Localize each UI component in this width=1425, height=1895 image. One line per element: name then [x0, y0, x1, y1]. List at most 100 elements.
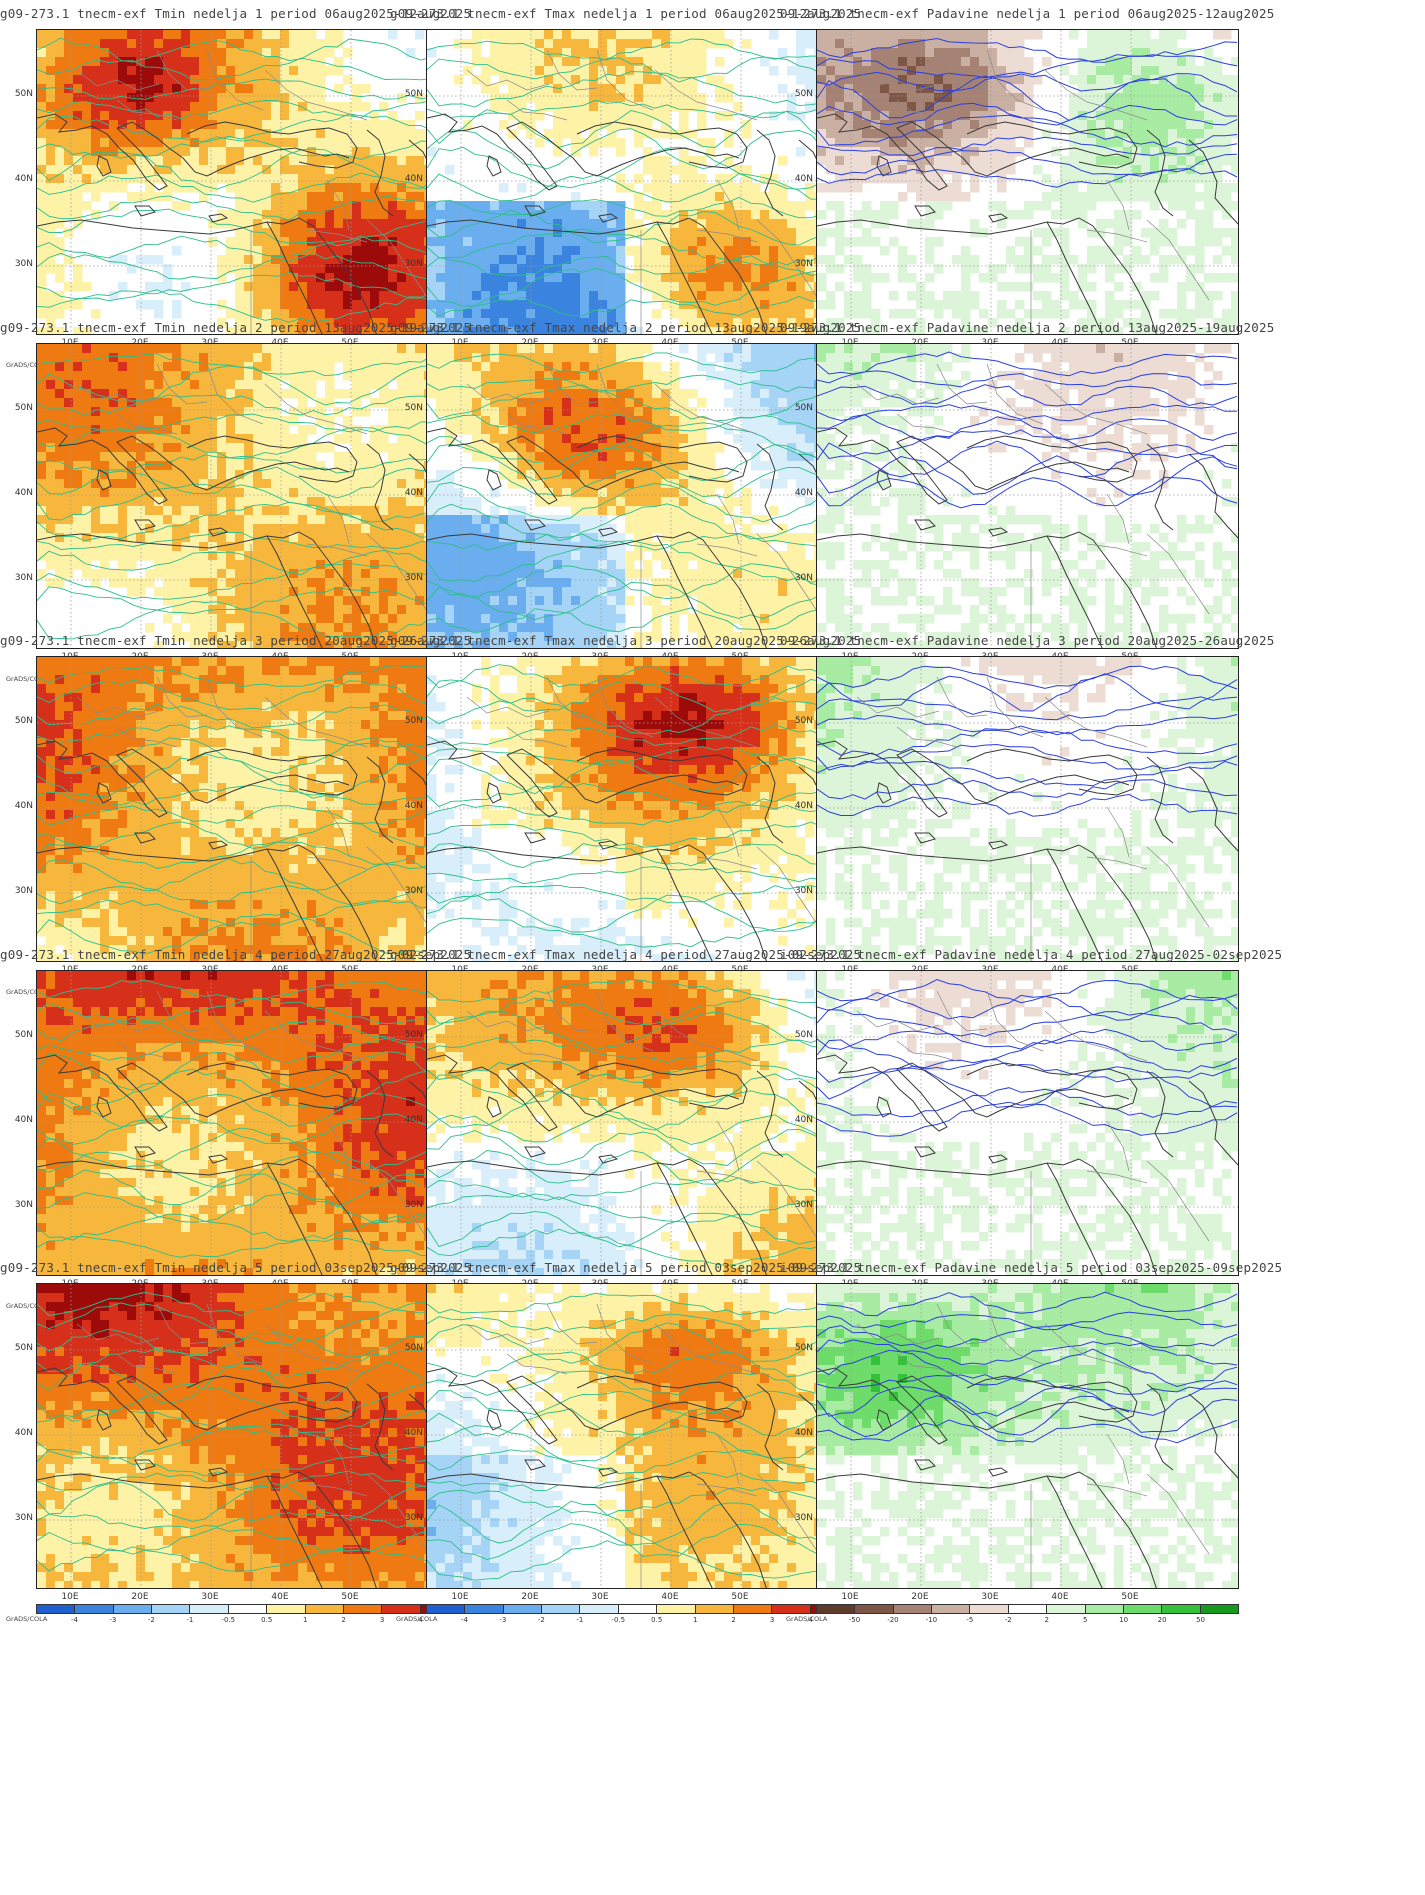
- colorbar-tick-label: 20: [1157, 1616, 1167, 1624]
- anomaly-field: [427, 1284, 848, 1588]
- colorbar-tick-label: -10: [925, 1616, 938, 1624]
- longitude-label: 10E: [61, 1592, 79, 1602]
- colorbar-swatch: [427, 1605, 466, 1613]
- map-panel-r2-c2: g09-273.1 tnecm-exf Tmax nedelja 2 perio…: [390, 314, 861, 693]
- latitude-label: 50N: [14, 1030, 33, 1040]
- map-panel-r1-c2: g09-273.1 tnecm-exf Tmax nedelja 1 perio…: [390, 0, 861, 379]
- latitude-label: 40N: [794, 801, 813, 811]
- latitude-label: 40N: [404, 1428, 423, 1438]
- colorbar-tick-label: 3: [769, 1616, 775, 1624]
- colorbar-swatch: [113, 1605, 153, 1613]
- longitude-label: 50E: [341, 1592, 359, 1602]
- latitude-label: 30N: [14, 259, 33, 269]
- grads-credit: GrADS/COLA: [396, 1615, 438, 1623]
- latitude-label: 50N: [404, 89, 423, 99]
- map-area: [816, 970, 1239, 1276]
- latitude-label: 50N: [404, 1030, 423, 1040]
- colorbar-swatch: [970, 1605, 1009, 1613]
- latitude-label: 30N: [404, 1200, 423, 1210]
- latitude-label: 30N: [14, 573, 33, 583]
- colorbar-swatch: [37, 1605, 76, 1613]
- panel-title: g09-273.1 tnecm-exf Tmin nedelja 4 perio…: [0, 947, 472, 962]
- colorbar-swatch: [695, 1605, 734, 1613]
- colorbar-tick-label: -50: [848, 1616, 861, 1624]
- colorbar-swatch: [152, 1605, 191, 1613]
- colorbar-tick-label: 0.5: [651, 1616, 663, 1624]
- colorbar-swatch: [932, 1605, 971, 1613]
- latitude-label: 30N: [404, 886, 423, 896]
- panel-title: 09-273.1 tnecm-exf Padavine nedelja 2 pe…: [780, 320, 1275, 335]
- latitude-label: 30N: [14, 886, 33, 896]
- colorbar-tick-label: -2: [1004, 1616, 1012, 1624]
- colorbar-swatch: [893, 1605, 933, 1613]
- latitude-label: 50N: [404, 403, 423, 413]
- longitude-label: 30E: [591, 1592, 609, 1602]
- latitude-label: 50N: [14, 716, 33, 726]
- colorbar-tick-label: -1: [576, 1616, 584, 1624]
- anomaly-field: [817, 971, 1238, 1275]
- map-panel-r2-c3: 09-273.1 tnecm-exf Padavine nedelja 2 pe…: [780, 314, 1274, 693]
- map-area: [36, 970, 459, 1276]
- colorbar-swatch: [1200, 1605, 1238, 1613]
- longitude-label: 50E: [731, 1592, 749, 1602]
- colorbar-swatch: [267, 1605, 306, 1613]
- map-panel-r5-c1: g09-273.1 tnecm-exf Tmin nedelja 5 perio…: [0, 1254, 471, 1633]
- colorbar-tick-label: -4: [70, 1616, 78, 1624]
- grads-credit: GrADS/COLA: [6, 1302, 48, 1310]
- colorbar-tick-label: 50: [1196, 1616, 1205, 1624]
- colorbar-swatch: [657, 1605, 696, 1613]
- map-panel-r1-c1: g09-273.1 tnecm-exf Tmin nedelja 1 perio…: [0, 0, 471, 379]
- colorbar-tick-label: -2: [537, 1616, 545, 1624]
- latitude-label: 40N: [794, 1115, 813, 1125]
- map-panel-r2-c1: g09-273.1 tnecm-exf Tmin nedelja 2 perio…: [0, 314, 471, 693]
- colorbar-tick-label: 4: [808, 1616, 813, 1624]
- latitude-label: 50N: [794, 89, 813, 99]
- latitude-label: 40N: [794, 1428, 813, 1438]
- panel-title: g09-273.1 tnecm-exf Tmin nedelja 2 perio…: [0, 320, 472, 335]
- latitude-label: 40N: [404, 1115, 423, 1125]
- map-area: [816, 343, 1239, 649]
- panel-title: g09-273.1 tnecm-exf Tmin nedelja 1 perio…: [0, 6, 472, 21]
- latitude-label: 50N: [14, 403, 33, 413]
- colorbar-tick-label: 2: [731, 1616, 736, 1624]
- panel-title: i09-273.1 tnecm-exf Padavine nedelja 4 p…: [780, 947, 1283, 962]
- colorbar-tick-label: 5: [1082, 1616, 1088, 1624]
- panel-title: g09-273.1 tnecm-exf Tmin nedelja 3 perio…: [0, 633, 472, 648]
- panel-title: g09-273.1 tnecm-exf Tmax nedelja 3 perio…: [390, 633, 862, 648]
- latitude-label: 50N: [794, 1030, 813, 1040]
- colorbar-tick-label: -4: [460, 1616, 468, 1624]
- map-panel-r4-c3: i09-273.1 tnecm-exf Padavine nedelja 4 p…: [780, 941, 1282, 1320]
- colorbar-tick-label: 2: [341, 1616, 346, 1624]
- latitude-label: 30N: [794, 573, 813, 583]
- latitude-label: 30N: [14, 1513, 33, 1523]
- map-panel-r3-c3: 09-273.1 tnecm-exf Padavine nedelja 3 pe…: [780, 627, 1274, 1006]
- colorbar-tick-label: 3: [379, 1616, 385, 1624]
- colorbar: [816, 1604, 1239, 1614]
- colorbar-swatch: [503, 1605, 543, 1613]
- anomaly-field: [427, 657, 848, 961]
- colorbar-swatch: [1123, 1605, 1163, 1613]
- colorbar-tick-label: -20: [887, 1616, 899, 1624]
- colorbar-tick-label: -3: [109, 1616, 117, 1624]
- colorbar-swatch: [1162, 1605, 1201, 1613]
- anomaly-field: [37, 657, 458, 961]
- longitude-label: 30E: [201, 1592, 219, 1602]
- colorbar-swatch: [190, 1605, 229, 1613]
- map-area: [36, 29, 459, 335]
- colorbar-tick-label: -0.5: [611, 1616, 626, 1624]
- colorbar-tick-label: -5: [966, 1616, 974, 1624]
- latitude-label: 30N: [404, 573, 423, 583]
- colorbar-swatch: [228, 1605, 268, 1613]
- map-area: [426, 343, 849, 649]
- latitude-label: 30N: [794, 259, 813, 269]
- longitude-label: 20E: [521, 1592, 539, 1602]
- panel-title: g09-273.1 tnecm-exf Tmax nedelja 4 perio…: [390, 947, 862, 962]
- latitude-label: 50N: [14, 1343, 33, 1353]
- longitude-label: 40E: [271, 1592, 289, 1602]
- panel-title: g09-273.1 tnecm-exf Tmax nedelja 2 perio…: [390, 320, 862, 335]
- latitude-label: 40N: [14, 174, 33, 184]
- longitude-label: 10E: [451, 1592, 469, 1602]
- colorbar-tick-label: -0.5: [221, 1616, 236, 1624]
- grads-credit: GrADS/COLA: [6, 1615, 48, 1623]
- colorbar-swatch: [542, 1605, 581, 1613]
